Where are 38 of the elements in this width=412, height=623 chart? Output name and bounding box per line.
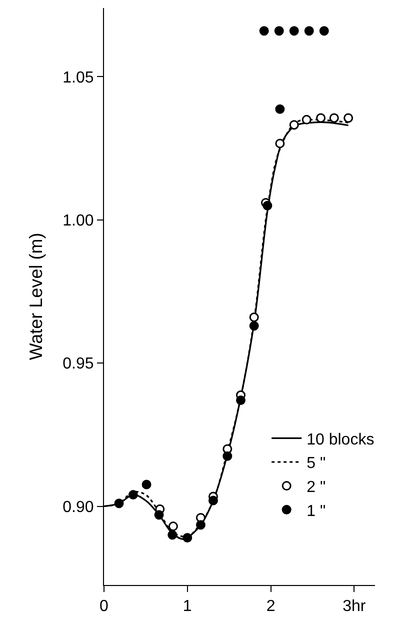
point <box>236 396 246 406</box>
point <box>168 522 178 532</box>
point <box>168 530 178 540</box>
point <box>196 520 206 530</box>
x-tick-label: 2 <box>266 598 276 616</box>
legend-label: 10 blocks <box>306 431 374 448</box>
point <box>259 26 269 36</box>
point <box>274 26 284 36</box>
point <box>319 26 329 36</box>
point <box>114 498 124 508</box>
point <box>275 104 285 114</box>
point <box>128 490 138 500</box>
point <box>304 26 314 36</box>
point <box>329 113 339 123</box>
point <box>302 114 312 124</box>
y-axis-title: Water Level (m) <box>26 232 46 360</box>
x-tick-label: 0 <box>100 598 109 616</box>
point <box>316 113 326 123</box>
point <box>222 451 232 461</box>
legend-label: 1 " <box>306 502 326 520</box>
y-tick-label: 0.95 <box>62 356 94 373</box>
point <box>344 113 354 123</box>
y-tick-label: 1.00 <box>62 212 94 230</box>
point <box>289 26 299 36</box>
point <box>208 496 218 506</box>
point <box>142 480 152 490</box>
y-tick-label: 0.90 <box>62 498 94 516</box>
y-tick-label: 1.05 <box>62 69 94 86</box>
point <box>275 138 285 148</box>
point <box>262 200 272 210</box>
x-tick-label: 3hr <box>342 598 366 616</box>
point <box>154 510 164 520</box>
point <box>249 312 259 322</box>
point <box>182 533 192 542</box>
point <box>289 120 299 130</box>
x-tick-label: 1 <box>182 598 192 616</box>
point <box>249 321 259 331</box>
legend-label: 2 " <box>306 479 326 496</box>
